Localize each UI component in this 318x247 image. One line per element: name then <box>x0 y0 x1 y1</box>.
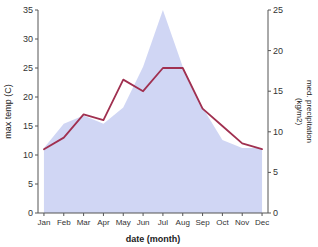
plot-area <box>44 10 262 213</box>
temperature-line <box>44 68 262 149</box>
y-tick-label: 10 <box>23 150 33 160</box>
y2-axis-label-line: (kg/m2) <box>295 98 304 125</box>
x-tick-label: Sep <box>195 218 210 227</box>
x-tick-label: Oct <box>216 218 229 227</box>
x-tick-label: Apr <box>97 218 110 227</box>
y2-axis-label: med. precipitation(kg/m2) <box>295 80 314 143</box>
y-tick <box>35 126 38 127</box>
y2-tick-label: 0 <box>273 208 278 218</box>
x-tick <box>43 213 44 216</box>
x-tick <box>162 213 163 216</box>
x-tick <box>63 213 64 216</box>
y2-axis-label-line: med. precipitation <box>305 80 314 143</box>
x-tick-label: Mar <box>77 218 91 227</box>
y-tick-label: 5 <box>28 179 33 189</box>
x-tick <box>182 213 183 216</box>
y-axis-label: max temp (C) <box>3 84 13 139</box>
left-axis-line <box>38 10 39 213</box>
y-tick-label: 25 <box>23 63 33 73</box>
y2-tick <box>268 131 271 132</box>
x-tick <box>262 213 263 216</box>
y-tick-label: 30 <box>23 34 33 44</box>
y2-tick-label: 10 <box>273 127 283 137</box>
x-tick <box>103 213 104 216</box>
x-tick <box>123 213 124 216</box>
chart: 0 5 10 15 20 25 30 35 0 5 10 15 20 25 Jan Feb Mar Apr May J… <box>0 0 318 247</box>
precipitation-area <box>44 10 262 213</box>
chart-container: 0 5 10 15 20 25 30 35 0 5 10 15 20 25 Jan Feb Mar Apr May J… <box>0 0 318 247</box>
y-tick <box>35 213 38 214</box>
y-tick-label: 15 <box>23 121 33 131</box>
x-axis-label: date (month) <box>126 234 181 244</box>
axes: 0 5 10 15 20 25 30 35 0 5 10 15 20 25 Jan Feb Mar Apr May J… <box>23 5 283 227</box>
y2-tick <box>268 213 271 214</box>
y2-tick-label: 25 <box>273 5 283 15</box>
x-tick-label: May <box>116 218 131 227</box>
x-tick-label: Dec <box>255 218 269 227</box>
y2-tick-label: 5 <box>273 167 278 177</box>
x-tick <box>83 213 84 216</box>
x-tick-label: Jul <box>158 218 168 227</box>
y-tick <box>35 68 38 69</box>
y2-tick <box>268 50 271 51</box>
y-tick-label: 20 <box>23 92 33 102</box>
x-tick <box>202 213 203 216</box>
y-tick <box>35 155 38 156</box>
x-tick <box>143 213 144 216</box>
y2-tick <box>268 172 271 173</box>
x-tick <box>222 213 223 216</box>
y2-tick-label: 20 <box>273 46 283 56</box>
x-tick-label: Aug <box>176 218 190 227</box>
x-tick-label: Jun <box>137 218 150 227</box>
x-tick-label: Feb <box>57 218 71 227</box>
y-tick <box>35 97 38 98</box>
y-tick <box>35 39 38 40</box>
x-tick-label: Nov <box>235 218 249 227</box>
x-tick-label: Jan <box>37 218 50 227</box>
right-axis-line <box>268 10 269 213</box>
x-tick <box>242 213 243 216</box>
y2-tick <box>268 10 271 11</box>
y-tick <box>35 184 38 185</box>
y-tick <box>35 10 38 11</box>
y2-tick-label: 15 <box>273 86 283 96</box>
y-tick-label: 0 <box>28 208 33 218</box>
x-axis-line <box>38 213 268 214</box>
y2-tick <box>268 91 271 92</box>
y-tick-label: 35 <box>23 5 33 15</box>
